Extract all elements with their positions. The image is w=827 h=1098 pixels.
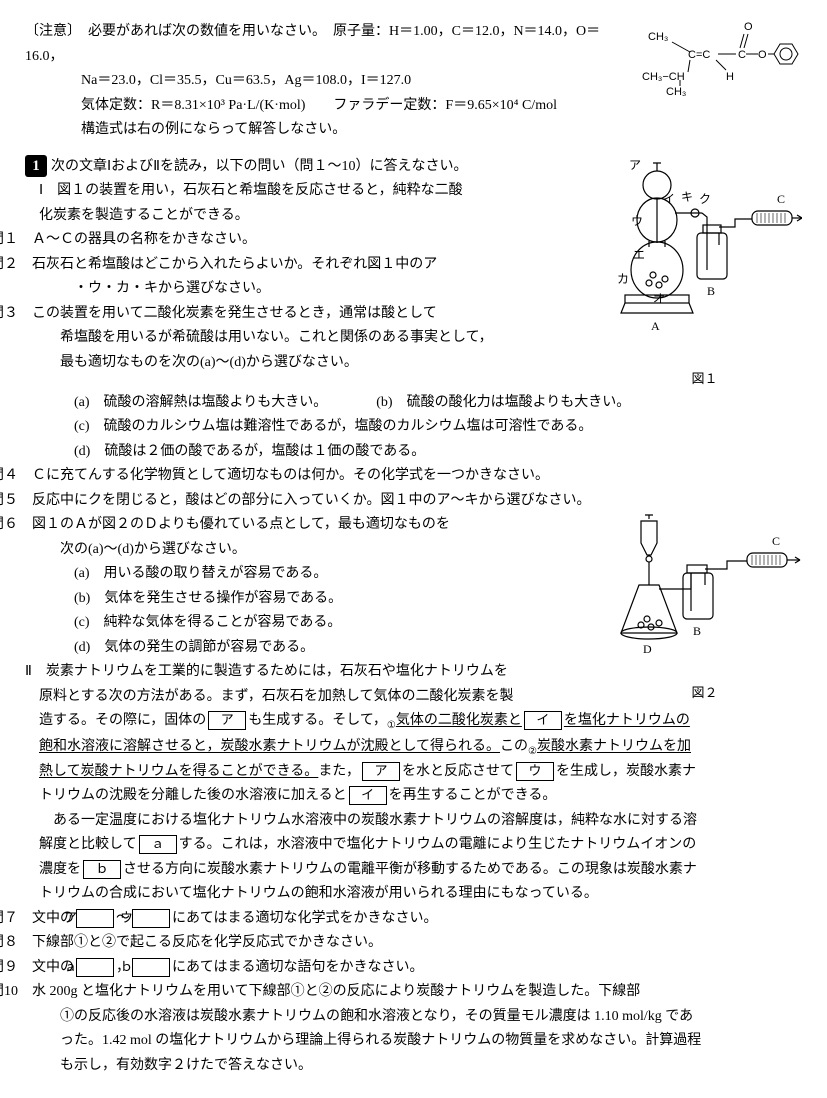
svg-text:ク: ク	[699, 192, 711, 206]
q3-choice-d: (d) 硫酸は２価の酸であるが，塩酸は１価の酸である。	[25, 440, 802, 465]
s2-p4d: 濃度を	[39, 862, 81, 877]
svg-text:B: B	[693, 624, 701, 638]
s2-p3f: を生成し，炭酸水素ナ	[556, 764, 696, 779]
q3a: 問３ この装置を用いて二酸化炭素を発生させるとき，通常は酸として	[0, 306, 437, 321]
svg-text:C: C	[738, 49, 746, 61]
q5: 問５ 反応中にクを閉じると，酸はどの部分に入っていくか。図１中のア～キから選びな…	[25, 489, 802, 514]
q9-box-a: ａ	[76, 958, 114, 977]
s2-under2: を塩化ナトリウムの	[564, 713, 690, 728]
blank-la: ａ	[139, 835, 177, 854]
note-line-1: 必要があれば次の数値を用いなさい。 原子量：H＝1.00，C＝12.0，N＝14…	[25, 24, 600, 64]
s2-p4f: トリウムの合成において塩化ナトリウムの飽和水溶液が用いられる理由にもなっている。	[25, 882, 802, 907]
svg-text:C: C	[772, 534, 780, 548]
figure-1-caption: 図１	[607, 368, 802, 391]
s2-p1: 炭素ナトリウムを工業的に製造するためには，石灰石や塩化ナトリウムを	[46, 664, 508, 679]
figure-2-caption: 図２	[607, 682, 802, 705]
s2-under3: 飽和水溶液に溶解させると，炭酸水素ナトリウムが沈殿として得られる。	[39, 739, 500, 754]
q3-choice-a: (a) 硫酸の溶解熱は塩酸よりも大きい。	[74, 395, 327, 410]
blank-i: イ	[524, 711, 562, 730]
svg-text:オ: オ	[653, 292, 665, 306]
blank-i-2: イ	[349, 786, 387, 805]
circle-2: ②	[528, 745, 537, 756]
svg-text:O: O	[744, 21, 753, 33]
s2-p3b: も生成する。そして，	[248, 713, 387, 728]
s2-p4a: ある一定温度における塩化ナトリウム水溶液中の炭酸水素ナトリウムの溶解度は，純粋な…	[25, 809, 802, 834]
s1-p1a: 図１の装置を用い，石灰石と希塩酸を反応させると，純粋な二酸	[57, 183, 462, 198]
q9c: にあてはまる適切な語句をかきなさい。	[172, 960, 423, 975]
q7-box-u: ウ	[132, 909, 170, 928]
question-number-1: 1	[25, 155, 47, 177]
blank-lb: ｂ	[83, 860, 121, 879]
figure-1: ア イ ウ エ カ オ キ ク C A B 図１	[607, 155, 802, 391]
figure-2: C D B 図２	[607, 513, 802, 704]
q9a: 問９ 文中の	[0, 960, 74, 975]
svg-text:D: D	[643, 642, 652, 656]
svg-text:CH₃−CH: CH₃−CH	[642, 71, 685, 83]
s2-p3h: を再生することができる。	[389, 788, 557, 803]
svg-text:キ: キ	[681, 190, 693, 204]
svg-text:C: C	[777, 192, 785, 206]
q10d: も示し，有効数字２けたで答えなさい。	[25, 1054, 802, 1079]
svg-text:エ: エ	[633, 248, 645, 262]
q6a: 問６ 図１のＡが図２のＤよりも優れている点として，最も適切なものを	[0, 517, 450, 532]
svg-text:CH₃: CH₃	[666, 86, 686, 96]
s2-under4: 炭酸水素ナトリウムを加	[537, 739, 691, 754]
q10a: 問10 水 200g と塩化ナトリウムを用いて下線部①と②の反応により炭酸ナトリ…	[25, 980, 802, 1005]
svg-text:B: B	[707, 284, 715, 298]
s2-p3c: この	[500, 739, 528, 754]
svg-text:C=C: C=C	[688, 49, 710, 61]
s2-p3a: 造する。その際に，固体の	[39, 713, 206, 728]
note-label: 〔注意〕	[25, 24, 74, 39]
q2a: 問２ 石灰石と希塩酸はどこから入れたらよいか。それぞれ図１中のア	[0, 257, 437, 272]
blank-a-2: ア	[362, 762, 400, 781]
q7a: 問７ 文中の	[0, 911, 74, 926]
svg-text:ア: ア	[629, 158, 641, 172]
blank-a: ア	[208, 711, 246, 730]
s2-p3d: また，	[318, 764, 360, 779]
q8: 問８ 下線部①と②で起こる反応を化学反応式でかきなさい。	[25, 931, 802, 956]
section-2-head: Ⅱ	[25, 664, 32, 679]
q3-choice-c: (c) 硫酸のカルシウム塩は難溶性であるが，塩酸のカルシウム塩は可溶性である。	[25, 415, 802, 440]
intro-line: 次の文章ⅠおよびⅡを読み，以下の問い（問１～10）に答えなさい。	[51, 159, 467, 174]
s2-p4c: する。これは，水溶液中で塩化ナトリウムの電離により生じたナトリウムイオンの	[179, 837, 697, 852]
q7-box-a: ア	[76, 909, 114, 928]
s2-p4b: 解度と比較して	[39, 837, 137, 852]
q10b: ①の反応後の水溶液は炭酸水素ナトリウムの飽和水溶液となり，その質量モル濃度は 1…	[25, 1005, 802, 1030]
note-line-4: 構造式は右の例にならって解答しなさい。	[25, 118, 802, 143]
svg-text:CH₃: CH₃	[648, 31, 668, 43]
q4: 問４ Ｃに充てんする化学物質として適切なものは何か。その化学式を一つかきなさい。	[25, 464, 802, 489]
s2-p3g: トリウムの沈殿を分離した後の水溶液に加えると	[39, 788, 347, 803]
svg-text:H: H	[726, 71, 734, 83]
q9-box-b: ｂ	[132, 958, 170, 977]
example-molecule: O C=C CH₃ CH₃−CH CH₃ C H	[642, 20, 802, 106]
q7c: にあてはまる適切な化学式をかきなさい。	[172, 911, 437, 926]
svg-text:A: A	[651, 319, 660, 333]
q10c: った。1.42 mol の塩化ナトリウムから理論上得られる炭酸ナトリウムの物質量…	[25, 1029, 802, 1054]
s2-p3e: を水と反応させて	[402, 764, 514, 779]
blank-u: ウ	[516, 762, 554, 781]
svg-text:イ: イ	[663, 192, 675, 206]
q3-choice-b: (b) 硫酸の酸化力は塩酸よりも大きい。	[376, 395, 630, 410]
svg-text:ウ: ウ	[631, 214, 643, 228]
s2-under1: 気体の二酸化炭素と	[396, 713, 522, 728]
s2-p4e: させる方向に炭酸水素ナトリウムの電離平衡が移動するためである。この現象は炭酸水素…	[123, 862, 697, 877]
circle-1: ①	[387, 720, 396, 731]
svg-text:カ: カ	[617, 272, 629, 286]
s2-under5: 熱して炭酸ナトリウムを得ることができる。	[39, 764, 318, 779]
svg-text:O: O	[758, 49, 767, 61]
section-1-head: Ⅰ	[39, 183, 43, 198]
